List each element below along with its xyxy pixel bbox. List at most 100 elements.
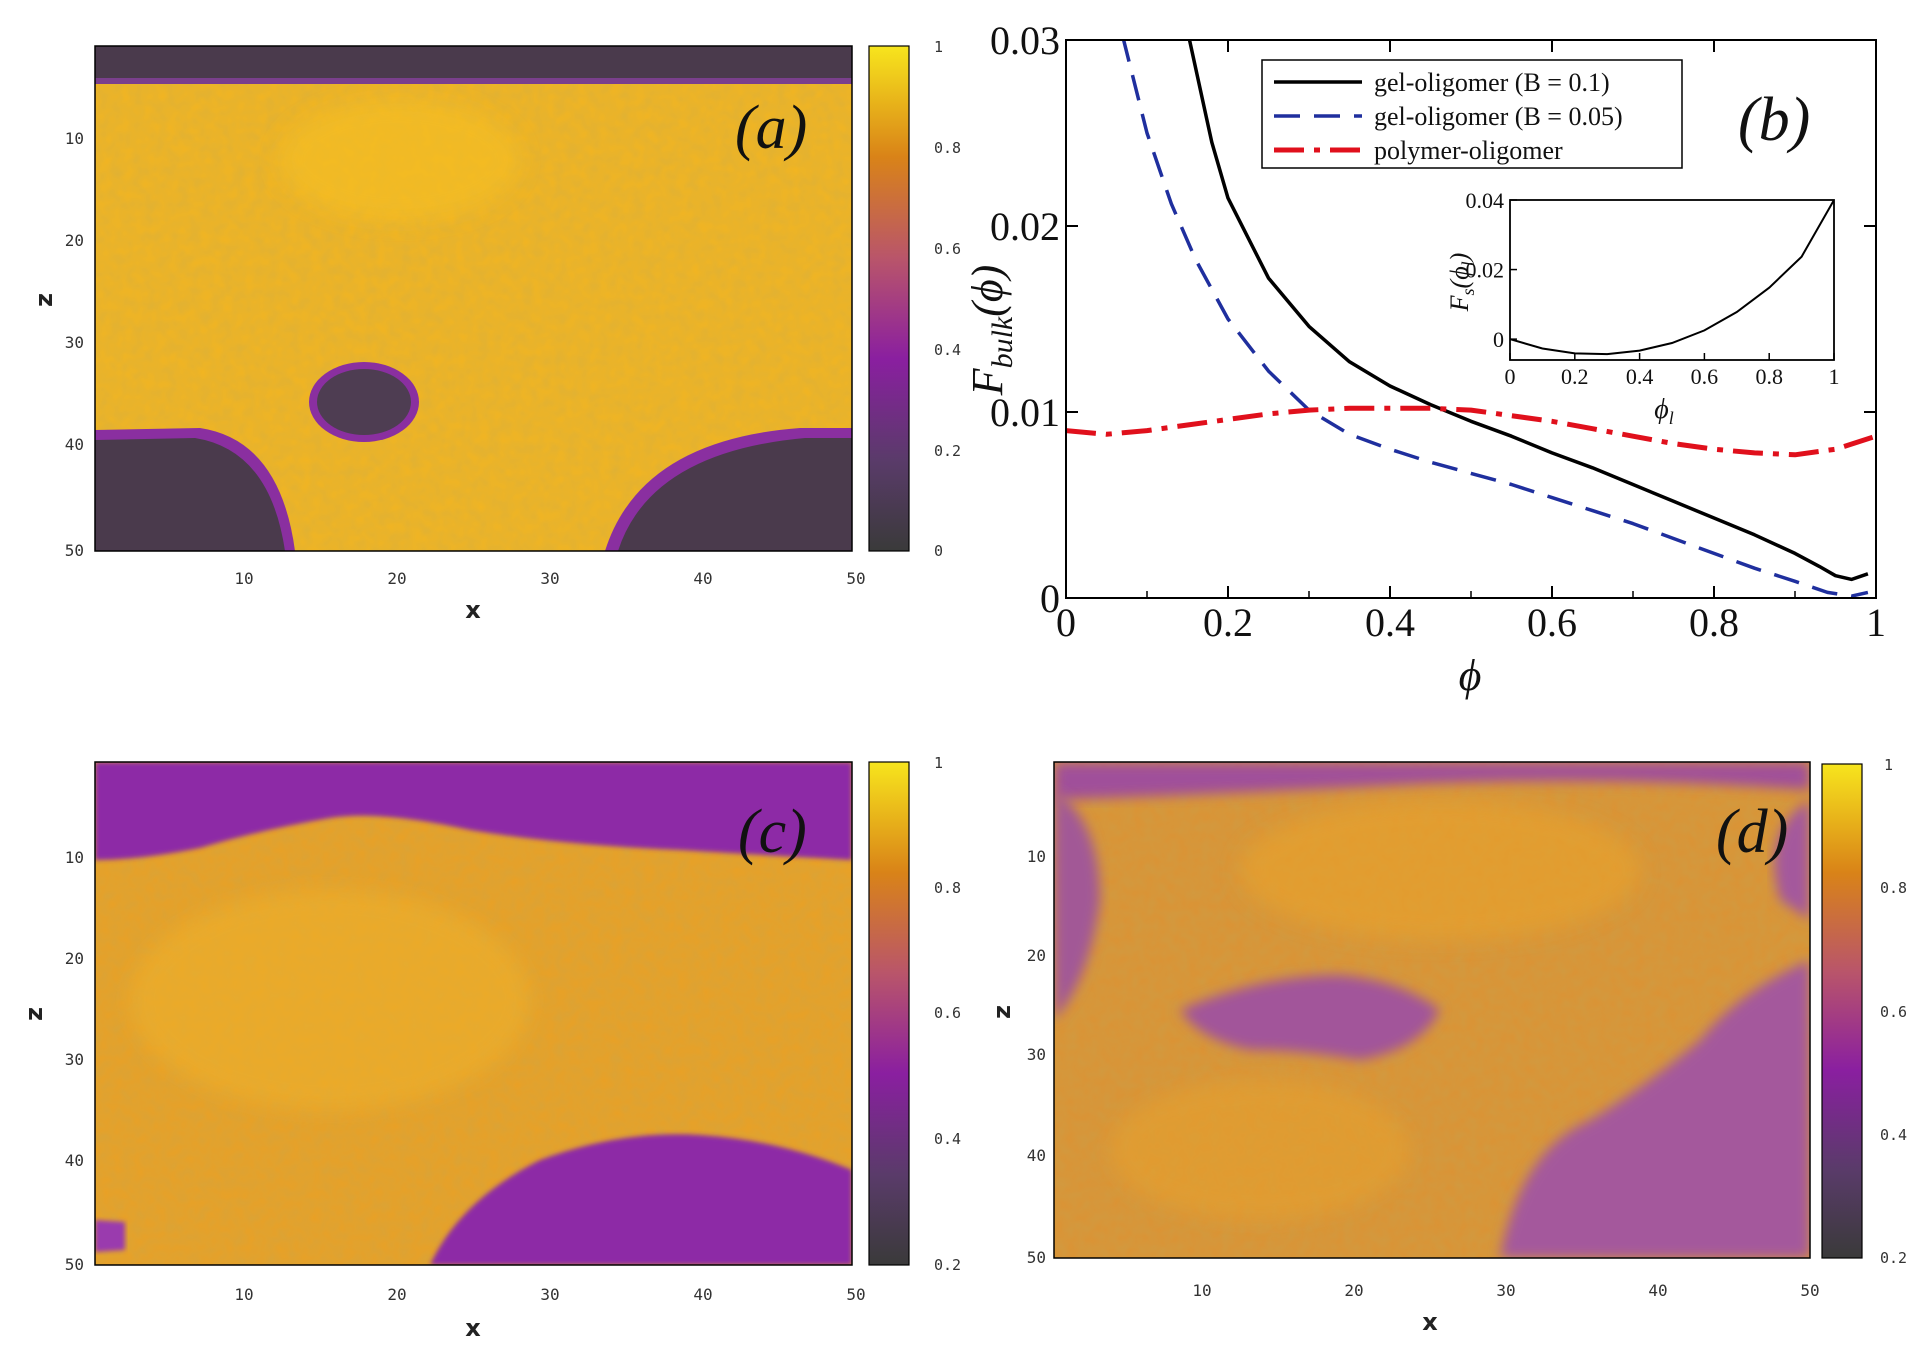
legend-label-3: polymer-oligomer (1374, 136, 1563, 165)
panel-a-xtick: 20 (387, 569, 406, 588)
panel-c-ytick: 10 (65, 848, 84, 867)
panel-c-ytick: 30 (65, 1050, 84, 1069)
panel-c-xtick: 30 (540, 1285, 559, 1304)
panel-a-cbar-tick: 1 (934, 38, 943, 56)
panel-a-heatmap (95, 46, 852, 551)
inset-xlabel: ϕl (1654, 394, 1674, 428)
panel-b-series-group (1066, 40, 1876, 598)
panel-b-ylabel: Fbulk(ϕ) (963, 265, 1019, 397)
panel-c-ytick: 50 (65, 1255, 84, 1274)
inset-xtick-label: 0.2 (1561, 364, 1589, 389)
panel-c-cbar-tick: 0.4 (934, 1130, 961, 1148)
panel-b-xtick-label: 0.6 (1527, 600, 1577, 645)
panel-d-xlabel: x (1422, 1308, 1438, 1336)
panel-b-xtick-label: 0.2 (1203, 600, 1253, 645)
panel-d-ytick: 50 (1027, 1248, 1046, 1267)
panel-b-xtick-label: 1 (1866, 600, 1886, 645)
panel-a-xtick: 40 (693, 569, 712, 588)
panel-a-ytick: 50 (65, 541, 84, 560)
panel-a-xtick: 50 (846, 569, 865, 588)
series-line-2 (1121, 40, 1869, 598)
panel-a-frame (94, 45, 853, 552)
panel-b-plot: 0 0.2 0.4 0.6 0.8 1 0 0.01 0.02 0.03 gel-oligomer … (990, 18, 1886, 645)
panel-c-label: (c) (738, 798, 807, 866)
panel-d: (d) 10 20 30 40 50 10 20 30 40 50 x z 1 … (988, 756, 1907, 1336)
panel-d-ytick: 30 (1027, 1045, 1046, 1064)
panel-d-cbar-tick: 1 (1884, 756, 1893, 774)
legend-label-1: gel-oligomer (B = 0.1) (1374, 68, 1610, 97)
panel-c-xtick: 20 (387, 1285, 406, 1304)
panel-b-ytick-label: 0.03 (990, 18, 1060, 63)
panel-a-cbar-tick: 0 (934, 542, 943, 560)
panel-d-xtick: 30 (1496, 1281, 1515, 1300)
panel-d-cbar-tick: 0.6 (1880, 1003, 1907, 1021)
panel-c-xtick: 40 (693, 1285, 712, 1304)
panel-c-colorbar (868, 761, 910, 1266)
panel-a-ytick: 30 (65, 333, 84, 352)
panel-c-xlabel: x (465, 1314, 481, 1342)
inset-xtick-label: 0.4 (1626, 364, 1654, 389)
panel-a-colorbar (868, 45, 910, 552)
panel-a-cbar-tick: 0.8 (934, 139, 961, 157)
panel-b-label: (b) (1738, 86, 1810, 154)
panel-c-xtick: 50 (846, 1285, 865, 1304)
panel-b-xtick-label: 0.8 (1689, 600, 1739, 645)
panel-b: 0 0.2 0.4 0.6 0.8 1 0 0.01 0.02 0.03 gel-oligomer … (963, 18, 1886, 700)
panel-c-frame (94, 761, 853, 1266)
panel-d-ytick: 40 (1027, 1146, 1046, 1165)
panel-a-xlabel: x (465, 596, 481, 624)
series-line-1 (1187, 40, 1869, 582)
inset-xtick-label: 0.8 (1755, 364, 1783, 389)
panel-d-ylabel: z (988, 1005, 1016, 1019)
inset-frame (1509, 199, 1835, 361)
panel-c-cbar-tick: 1 (934, 754, 943, 772)
panel-a-cbar-tick: 0.6 (934, 240, 961, 258)
inset-ylabel: Fs(ϕl) (1445, 253, 1478, 313)
panel-c-ytick: 40 (65, 1151, 84, 1170)
panel-b-xtick-label: 0 (1056, 600, 1076, 645)
panel-d-xtick: 50 (1800, 1281, 1819, 1300)
panel-a-label: (a) (735, 94, 807, 162)
panel-a-xtick: 10 (234, 569, 253, 588)
panel-d-ytick: 20 (1027, 946, 1046, 965)
panel-a: (a) 10 20 30 40 50 10 20 30 40 50 x z 1 … (30, 38, 961, 624)
series-line-3 (1066, 405, 1876, 458)
panel-a-ylabel: z (30, 293, 58, 307)
inset-series-group (1510, 200, 1834, 356)
panel-d-heatmap (1054, 762, 1810, 1258)
panel-d-colorbar (1821, 763, 1863, 1259)
panel-a-xtick: 30 (540, 569, 559, 588)
inset-xtick-label: 1 (1829, 364, 1840, 389)
panel-a-cbar-tick: 0.4 (934, 341, 961, 359)
panel-b-xtick-label: 0.4 (1365, 600, 1415, 645)
inset-curve (1510, 200, 1834, 356)
panel-d-cbar-tick: 0.4 (1880, 1126, 1907, 1144)
panel-c-ytick: 20 (65, 949, 84, 968)
panel-d-xtick: 10 (1192, 1281, 1211, 1300)
panel-c-cbar-tick: 0.8 (934, 879, 961, 897)
panel-c-xtick: 10 (234, 1285, 253, 1304)
panel-d-xtick: 40 (1648, 1281, 1667, 1300)
panel-c-cbar-tick: 0.6 (934, 1004, 961, 1022)
panel-d-frame (1053, 761, 1811, 1259)
panel-a-cbar-tick: 0.2 (934, 442, 961, 460)
panel-a-ytick: 20 (65, 231, 84, 250)
inset-xtick-label: 0 (1505, 364, 1516, 389)
panel-c-heatmap (95, 762, 852, 1265)
panel-c: (c) 10 20 30 40 50 10 20 30 40 50 x z 1 … (20, 754, 961, 1342)
panel-c-ylabel: z (20, 1007, 48, 1021)
panel-d-xtick: 20 (1344, 1281, 1363, 1300)
panel-a-ytick: 40 (65, 435, 84, 454)
panel-d-label: (d) (1716, 798, 1788, 866)
panel-d-cbar-tick: 0.2 (1880, 1249, 1907, 1267)
inset-xtick-label: 0.6 (1691, 364, 1719, 389)
inset-ytick-label: 0.04 (1466, 188, 1505, 213)
panel-b-xlabel: ϕ (1459, 651, 1482, 700)
panel-d-ytick: 10 (1027, 847, 1046, 866)
panel-c-cbar-tick: 0.2 (934, 1256, 961, 1274)
panel-d-cbar-tick: 0.8 (1880, 879, 1907, 897)
inset-ytick-label: 0.02 (1466, 258, 1505, 283)
panel-b-ytick-label: 0.02 (990, 204, 1060, 249)
panel-b-ytick-label: 0 (1040, 576, 1060, 621)
